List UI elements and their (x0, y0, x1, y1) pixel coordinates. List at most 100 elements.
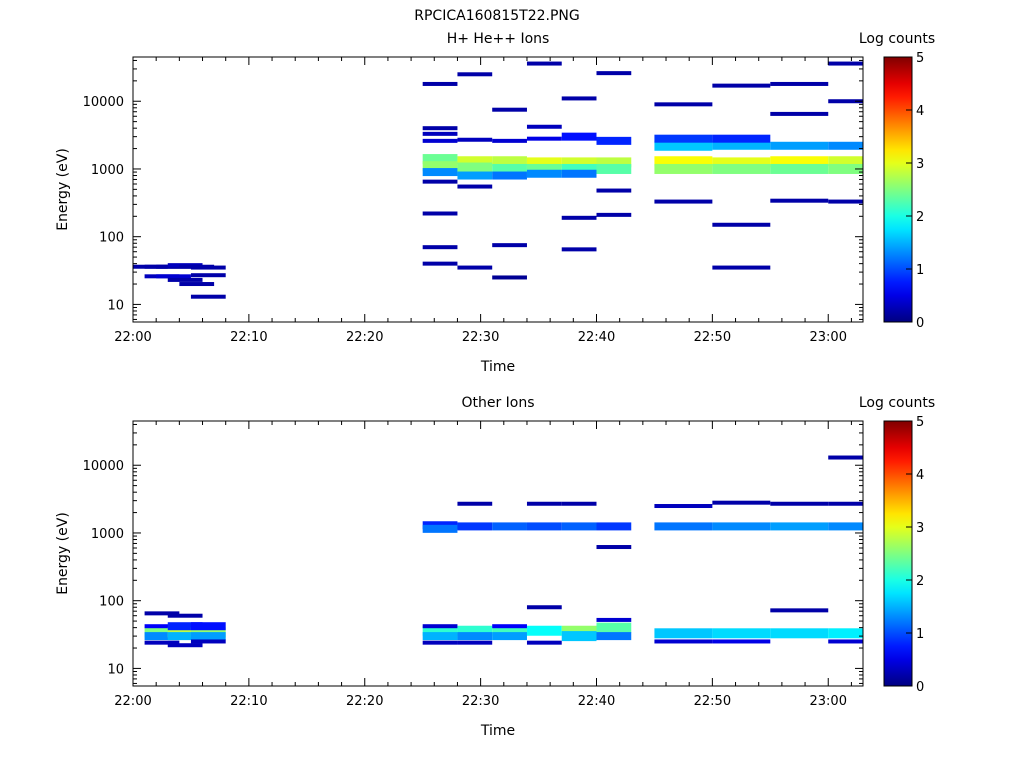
heatmap-cell (654, 504, 713, 509)
heatmap-cell (492, 171, 527, 180)
heatmap-cell (561, 631, 597, 642)
heatmap-cell (561, 96, 597, 101)
heatmap-cell (596, 157, 632, 168)
heatmap-cell (422, 81, 458, 86)
heatmap-cell (156, 274, 191, 279)
heatmap-cell (457, 501, 493, 506)
heatmap-cell (561, 625, 597, 636)
heatmap-cell (770, 156, 829, 167)
heatmap-cell (144, 624, 180, 629)
heatmap-cell (561, 215, 597, 220)
heatmap-cell (144, 611, 180, 616)
heatmap-cell (190, 273, 226, 278)
heatmap-cell (526, 625, 562, 636)
heatmap-cell (770, 198, 829, 203)
heatmap-cell (457, 184, 493, 189)
heatmap-cell (712, 500, 771, 505)
heatmap-cell (492, 522, 527, 531)
heatmap-cell (492, 156, 527, 167)
y-tick-label: 10000 (83, 95, 124, 110)
heatmap-cell (422, 245, 458, 250)
heatmap-cell (422, 524, 458, 533)
heatmap-cell (526, 61, 562, 66)
heatmap-cell (422, 138, 458, 143)
heatmap-cell (167, 643, 203, 648)
heatmap-cell (828, 455, 863, 460)
heatmap-cell (596, 545, 632, 550)
heatmap-cell (654, 102, 713, 107)
heatmap-cell (770, 81, 829, 86)
colorbar-frame (883, 420, 913, 687)
heatmap-cell (457, 162, 493, 173)
x-axis-label: Time (480, 723, 515, 739)
heatmap-cell (712, 639, 771, 644)
heatmap-cell (190, 265, 226, 270)
heatmap-cell (828, 156, 863, 167)
heatmap-cell (828, 141, 863, 150)
heatmap-cell (828, 639, 863, 644)
heatmap-cell (190, 294, 226, 299)
heatmap-cell (422, 261, 458, 266)
heatmap-cell (422, 154, 458, 165)
colorbar-label: Log counts (859, 31, 935, 47)
heatmap-cell (654, 522, 713, 531)
heatmap-cell (457, 265, 493, 270)
heatmap-cell (492, 163, 527, 174)
colorbar-tick-label: 4 (916, 468, 924, 483)
heatmap-cell (422, 632, 458, 641)
x-tick-label: 22:10 (230, 694, 267, 709)
heatmap-cell (526, 136, 562, 141)
x-tick-label: 22:50 (694, 330, 731, 345)
heatmap-cell (526, 124, 562, 129)
heatmap-cell (654, 163, 713, 174)
heatmap-cell (712, 141, 771, 150)
colorbar: 0 1 2 3 4 5 Log counts (859, 395, 935, 695)
heatmap-cells (133, 61, 863, 299)
heatmap-cell (654, 156, 713, 167)
heatmap-cell (712, 522, 771, 531)
heatmap-cell (422, 131, 458, 136)
heatmap-cell (654, 134, 713, 143)
heatmap-cell (526, 157, 562, 168)
x-tick-label: 22:40 (578, 694, 615, 709)
colorbar-tick-label: 2 (916, 210, 924, 225)
heatmap-cell (712, 83, 771, 88)
y-tick-label: 10000 (83, 459, 124, 474)
heatmap-cell (770, 111, 829, 116)
heatmap-cell (828, 522, 863, 531)
heatmap-cell (828, 199, 863, 204)
y-tick-label: 100 (99, 231, 124, 246)
heatmap-cell (561, 247, 597, 252)
heatmap-cell (492, 632, 527, 641)
colorbar-tick-label: 5 (916, 415, 924, 430)
heatmap-cell (492, 107, 527, 112)
x-tick-label: 22:40 (578, 330, 615, 345)
heatmap-cell (422, 179, 458, 184)
heatmap-cell (561, 522, 597, 531)
heatmap-cell (596, 522, 632, 531)
colorbar-tick-label: 3 (916, 521, 924, 536)
heatmap-cell (422, 168, 458, 177)
heatmap-cell (596, 71, 632, 76)
heatmap-cell (561, 157, 597, 168)
heatmap-cell (712, 265, 771, 270)
heatmap-cell (596, 163, 632, 174)
heatmap-cell (422, 126, 458, 131)
heatmap-cell (561, 163, 597, 174)
heatmap-cell (167, 277, 203, 282)
colorbar-tick-label: 3 (916, 157, 924, 172)
heatmap-cell (770, 628, 829, 639)
y-tick-label: 100 (99, 595, 124, 610)
heatmap-cell (712, 157, 771, 168)
heatmap-cell (492, 624, 527, 629)
heatmap-cell (167, 632, 203, 641)
heatmap-cell (526, 169, 562, 178)
heatmap-cell (596, 188, 632, 193)
colorbar-frame (883, 56, 913, 323)
colorbar-tick-label: 2 (916, 574, 924, 589)
heatmap-cell (422, 640, 458, 645)
panel-title: Other Ions (461, 395, 534, 411)
y-tick-label: 1000 (91, 163, 124, 178)
heatmap-cell (770, 163, 829, 174)
